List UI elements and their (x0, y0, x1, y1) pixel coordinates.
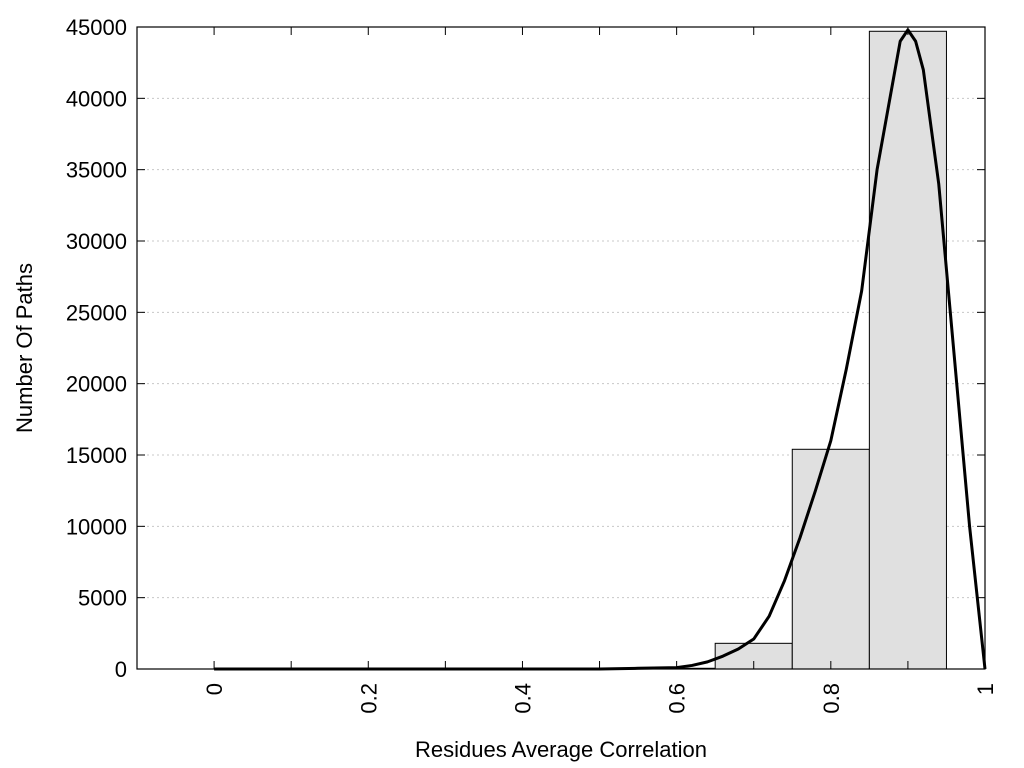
y-tick-label: 45000 (66, 15, 127, 40)
x-tick-label: 0.6 (665, 683, 690, 714)
x-axis-title: Residues Average Correlation (415, 737, 707, 762)
x-tick-label: 0.2 (356, 683, 381, 714)
histogram-bar (868, 30, 947, 670)
y-tick-label: 15000 (66, 443, 127, 468)
histogram-bars (637, 30, 947, 670)
tick-marks (137, 26, 986, 670)
x-tick-label: 0.8 (819, 683, 844, 714)
histogram-bar (791, 448, 870, 670)
x-tick-labels: 0 0.2 0.4 0.6 0.8 1 (202, 683, 998, 714)
y-tick-label: 40000 (66, 86, 127, 111)
y-tick-label: 35000 (66, 158, 127, 183)
x-tick-label: 1 (973, 683, 998, 695)
y-tick-label: 20000 (66, 372, 127, 397)
y-tick-label: 30000 (66, 229, 127, 254)
x-tick-label: 0.4 (510, 683, 535, 714)
y-tick-label: 5000 (78, 586, 127, 611)
y-tick-labels: 0 5000 10000 15000 20000 25000 30000 35000 40000… (66, 15, 127, 682)
fit-curve (214, 28, 987, 671)
y-axis-title: Number Of Paths (12, 263, 37, 433)
y-tick-label: 0 (115, 657, 127, 682)
y-tick-label: 25000 (66, 300, 127, 325)
fit-curve-line (214, 28, 987, 671)
x-tick-label: 0 (202, 683, 227, 695)
y-tick-label: 10000 (66, 514, 127, 539)
plot-frame (136, 26, 986, 670)
